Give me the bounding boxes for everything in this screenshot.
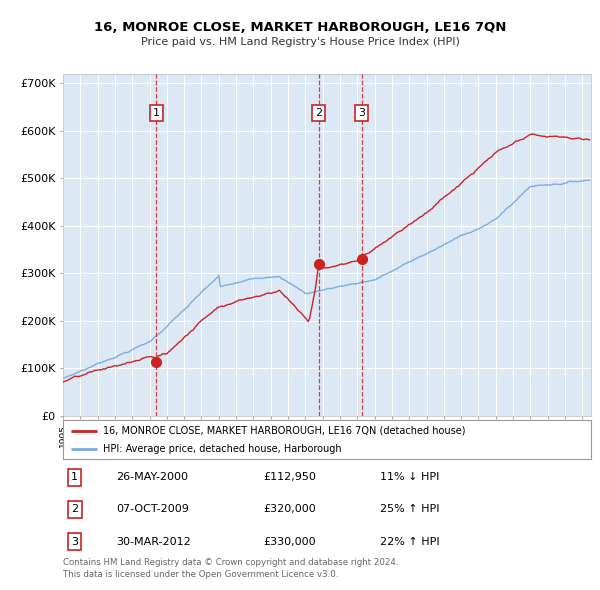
Text: £112,950: £112,950 [263, 473, 317, 483]
Text: 2: 2 [315, 108, 322, 118]
Text: 07-OCT-2009: 07-OCT-2009 [116, 504, 188, 514]
Text: Contains HM Land Registry data © Crown copyright and database right 2024.
This d: Contains HM Land Registry data © Crown c… [63, 558, 398, 579]
Text: 2: 2 [71, 504, 78, 514]
Text: 3: 3 [71, 536, 78, 546]
Text: 1: 1 [71, 473, 78, 483]
Text: £330,000: £330,000 [263, 536, 316, 546]
Text: 1: 1 [152, 108, 160, 118]
Text: 16, MONROE CLOSE, MARKET HARBOROUGH, LE16 7QN (detached house): 16, MONROE CLOSE, MARKET HARBOROUGH, LE1… [103, 426, 465, 436]
Text: 16, MONROE CLOSE, MARKET HARBOROUGH, LE16 7QN: 16, MONROE CLOSE, MARKET HARBOROUGH, LE1… [94, 21, 506, 34]
Text: 30-MAR-2012: 30-MAR-2012 [116, 536, 191, 546]
Text: 22% ↑ HPI: 22% ↑ HPI [380, 536, 439, 546]
Text: Price paid vs. HM Land Registry's House Price Index (HPI): Price paid vs. HM Land Registry's House … [140, 38, 460, 47]
Text: 25% ↑ HPI: 25% ↑ HPI [380, 504, 439, 514]
Text: 11% ↓ HPI: 11% ↓ HPI [380, 473, 439, 483]
Text: 3: 3 [358, 108, 365, 118]
Text: 26-MAY-2000: 26-MAY-2000 [116, 473, 188, 483]
Text: HPI: Average price, detached house, Harborough: HPI: Average price, detached house, Harb… [103, 444, 341, 454]
Text: £320,000: £320,000 [263, 504, 316, 514]
